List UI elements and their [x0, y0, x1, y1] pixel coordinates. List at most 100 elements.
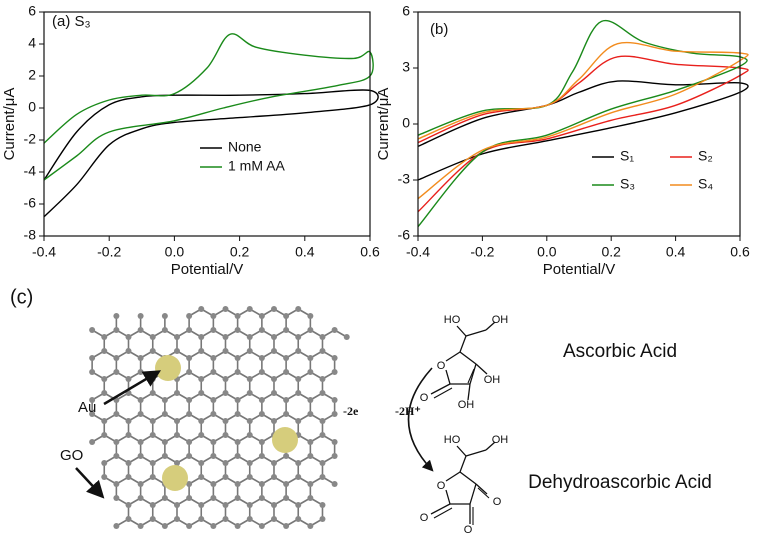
- atom: [89, 327, 96, 333]
- atom: [113, 453, 120, 459]
- legend-label: S₃: [620, 176, 635, 192]
- atom: [270, 348, 277, 354]
- atom: [246, 390, 253, 396]
- atom: [246, 516, 253, 522]
- atom: [222, 502, 229, 508]
- atom: [137, 313, 144, 319]
- atom: [222, 516, 229, 522]
- atom: [222, 460, 229, 466]
- atom: [101, 418, 108, 424]
- bond: [430, 383, 451, 395]
- atom: [331, 327, 338, 333]
- atom: [222, 376, 229, 382]
- atom: [161, 397, 168, 403]
- atom: [270, 474, 277, 480]
- atom: [186, 495, 193, 501]
- atom: [307, 411, 314, 417]
- atom-label: OH: [484, 374, 501, 386]
- atom: [161, 313, 168, 319]
- atom: [198, 306, 205, 312]
- bond: [445, 369, 451, 385]
- atom: [198, 432, 205, 438]
- atom: [283, 369, 290, 375]
- atom: [149, 502, 156, 508]
- au-label: Au: [78, 399, 96, 416]
- atom: [210, 355, 217, 361]
- atom: [210, 327, 217, 333]
- electron-label: -2e: [343, 404, 359, 418]
- go-label: GO: [60, 447, 83, 464]
- bond: [459, 335, 467, 353]
- y-tick-label: 2: [28, 67, 36, 83]
- y-tick-label: -8: [24, 227, 37, 243]
- atom: [234, 411, 241, 417]
- atom: [173, 418, 180, 424]
- y-tick-label: -6: [24, 195, 37, 211]
- x-axis-label: Potential/V: [171, 261, 244, 278]
- atom-label: OH: [458, 399, 475, 411]
- panel-label: (b): [430, 21, 448, 38]
- atom: [307, 523, 314, 529]
- atom: [113, 439, 120, 445]
- atom: [307, 369, 314, 375]
- atom: [283, 355, 290, 361]
- cv-curve: [417, 41, 749, 200]
- atom: [125, 432, 132, 438]
- atom: [137, 523, 144, 529]
- atom: [173, 334, 180, 340]
- y-tick-label: 0: [402, 115, 410, 131]
- atom: [319, 348, 326, 354]
- atom: [137, 481, 144, 487]
- atom: [125, 348, 132, 354]
- atom: [307, 397, 314, 403]
- atom: [283, 397, 290, 403]
- atom: [258, 411, 265, 417]
- bond: [445, 351, 461, 362]
- atom: [331, 411, 338, 417]
- atom: [173, 390, 180, 396]
- atom: [295, 516, 302, 522]
- x-tick-label: -0.2: [470, 244, 494, 260]
- atom: [246, 432, 253, 438]
- atom: [186, 369, 193, 375]
- atom: [89, 439, 96, 445]
- bond: [465, 329, 487, 337]
- x-tick-label: 0.6: [360, 244, 380, 260]
- atom: [234, 313, 241, 319]
- au-particle: [162, 465, 188, 491]
- atom: [222, 390, 229, 396]
- x-tick-label: -0.2: [97, 244, 121, 260]
- bond: [485, 321, 496, 331]
- au-particle: [272, 427, 298, 453]
- atom: [161, 411, 168, 417]
- atom: [258, 523, 265, 529]
- atom: [222, 306, 229, 312]
- atom: [246, 376, 253, 382]
- atom: [270, 502, 277, 508]
- y-tick-label: 6: [402, 3, 410, 19]
- cv-curve: [43, 33, 374, 181]
- atom: [198, 376, 205, 382]
- atom-label: O: [437, 480, 446, 492]
- atom: [210, 411, 217, 417]
- x-tick-label: 0.4: [666, 244, 686, 260]
- atom: [331, 439, 338, 445]
- atom: [113, 369, 120, 375]
- atom: [186, 481, 193, 487]
- atom: [234, 397, 241, 403]
- atom: [307, 495, 314, 501]
- atom: [101, 376, 108, 382]
- bond: [445, 489, 451, 505]
- atom: [125, 418, 132, 424]
- atom: [283, 523, 290, 529]
- atom: [161, 453, 168, 459]
- atom: [173, 432, 180, 438]
- atom: [246, 334, 253, 340]
- atom: [234, 453, 241, 459]
- atom: [137, 355, 144, 361]
- atom-label: OH: [492, 434, 509, 446]
- y-tick-label: 3: [402, 59, 410, 75]
- bond: [459, 471, 477, 485]
- atom: [295, 306, 302, 312]
- atom: [319, 418, 326, 424]
